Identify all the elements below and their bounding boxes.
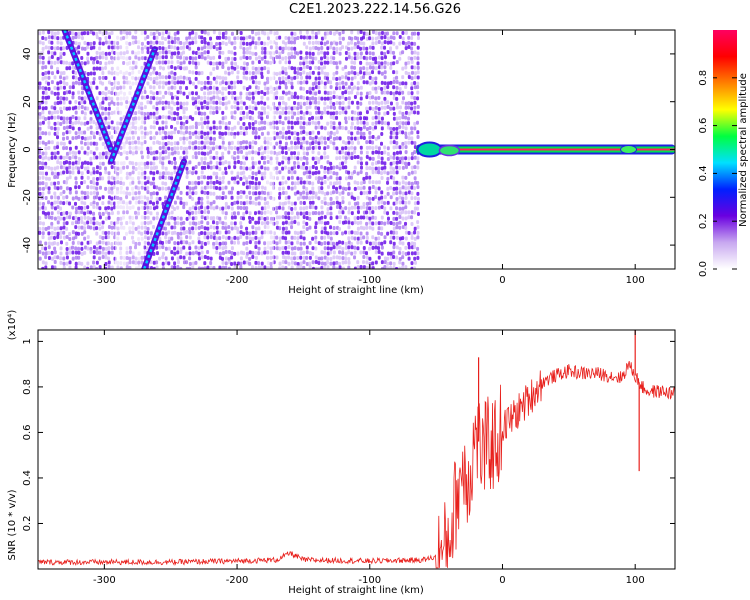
top-y-tick-label: 40 bbox=[22, 48, 33, 61]
top-x-tick-label: 0 bbox=[499, 275, 505, 286]
top-y-axis-label: Frequency (Hz) bbox=[7, 112, 18, 188]
bottom-x-tick-label: 100 bbox=[626, 575, 645, 586]
top-x-axis-label: Height of straight line (km) bbox=[288, 285, 424, 295]
top-y-tick-label: -40 bbox=[22, 237, 33, 253]
top-y-tick-label: -20 bbox=[22, 189, 33, 205]
colorbar-gradient bbox=[713, 30, 737, 269]
bottom-y-tick-label: 0.2 bbox=[22, 516, 33, 532]
colorbar-tick-label: 0.0 bbox=[698, 261, 709, 277]
top-x-tick-label: 100 bbox=[626, 275, 645, 286]
spectrogram-carrier-line bbox=[416, 141, 675, 158]
spectrogram-track-2 bbox=[141, 158, 187, 269]
bottom-plot-frame bbox=[37, 329, 676, 570]
colorbar-label: Normalized spectral amplitude bbox=[738, 73, 749, 227]
bottom-y-tick-label: 0.8 bbox=[22, 379, 33, 395]
bottom-x-tick-label: -300 bbox=[93, 575, 116, 586]
colorbar-tick-label: 0.8 bbox=[698, 70, 709, 86]
bottom-y-axis-label: SNR (10 * v/v) bbox=[7, 489, 18, 560]
bottom-plot-area bbox=[38, 330, 675, 569]
top-x-tick-label: -100 bbox=[358, 275, 381, 286]
spectrogram-track-1 bbox=[107, 46, 158, 165]
colorbar-tick-label: 0.2 bbox=[698, 213, 709, 229]
bottom-x-tick-label: -200 bbox=[226, 575, 249, 586]
bottom-y-tick-label: 0.4 bbox=[22, 470, 33, 486]
top-y-tick-label: 20 bbox=[22, 95, 33, 108]
bottom-y-scale-label: (x10⁴) bbox=[7, 310, 18, 341]
colorbar-tick-label: 0.4 bbox=[698, 165, 709, 181]
spectrogram-track-0 bbox=[61, 30, 114, 153]
bottom-y-tick-label: 1 bbox=[22, 338, 33, 344]
snr-line-chart: -300 -200 -100 0 100 0.2 0.4 0.6 0.8 1 Height of … bbox=[7, 310, 676, 596]
bottom-x-tick-label: -100 bbox=[358, 575, 381, 586]
top-x-tick-label: -200 bbox=[226, 275, 249, 286]
bottom-x-axis-label: Height of straight line (km) bbox=[288, 585, 424, 596]
top-x-tick-label: -300 bbox=[93, 275, 116, 286]
snr-series-line bbox=[38, 361, 675, 569]
bottom-x-tick-label: 0 bbox=[499, 575, 505, 586]
spectrogram-noise-texture bbox=[38, 30, 420, 269]
top-y-tick-label: 0 bbox=[22, 146, 33, 152]
chart-title: C2E1.2023.222.14.56.G26 bbox=[288, 2, 462, 17]
bottom-y-tick-label: 0.6 bbox=[22, 424, 33, 440]
colorbar-tick-label: 0.6 bbox=[698, 118, 709, 134]
